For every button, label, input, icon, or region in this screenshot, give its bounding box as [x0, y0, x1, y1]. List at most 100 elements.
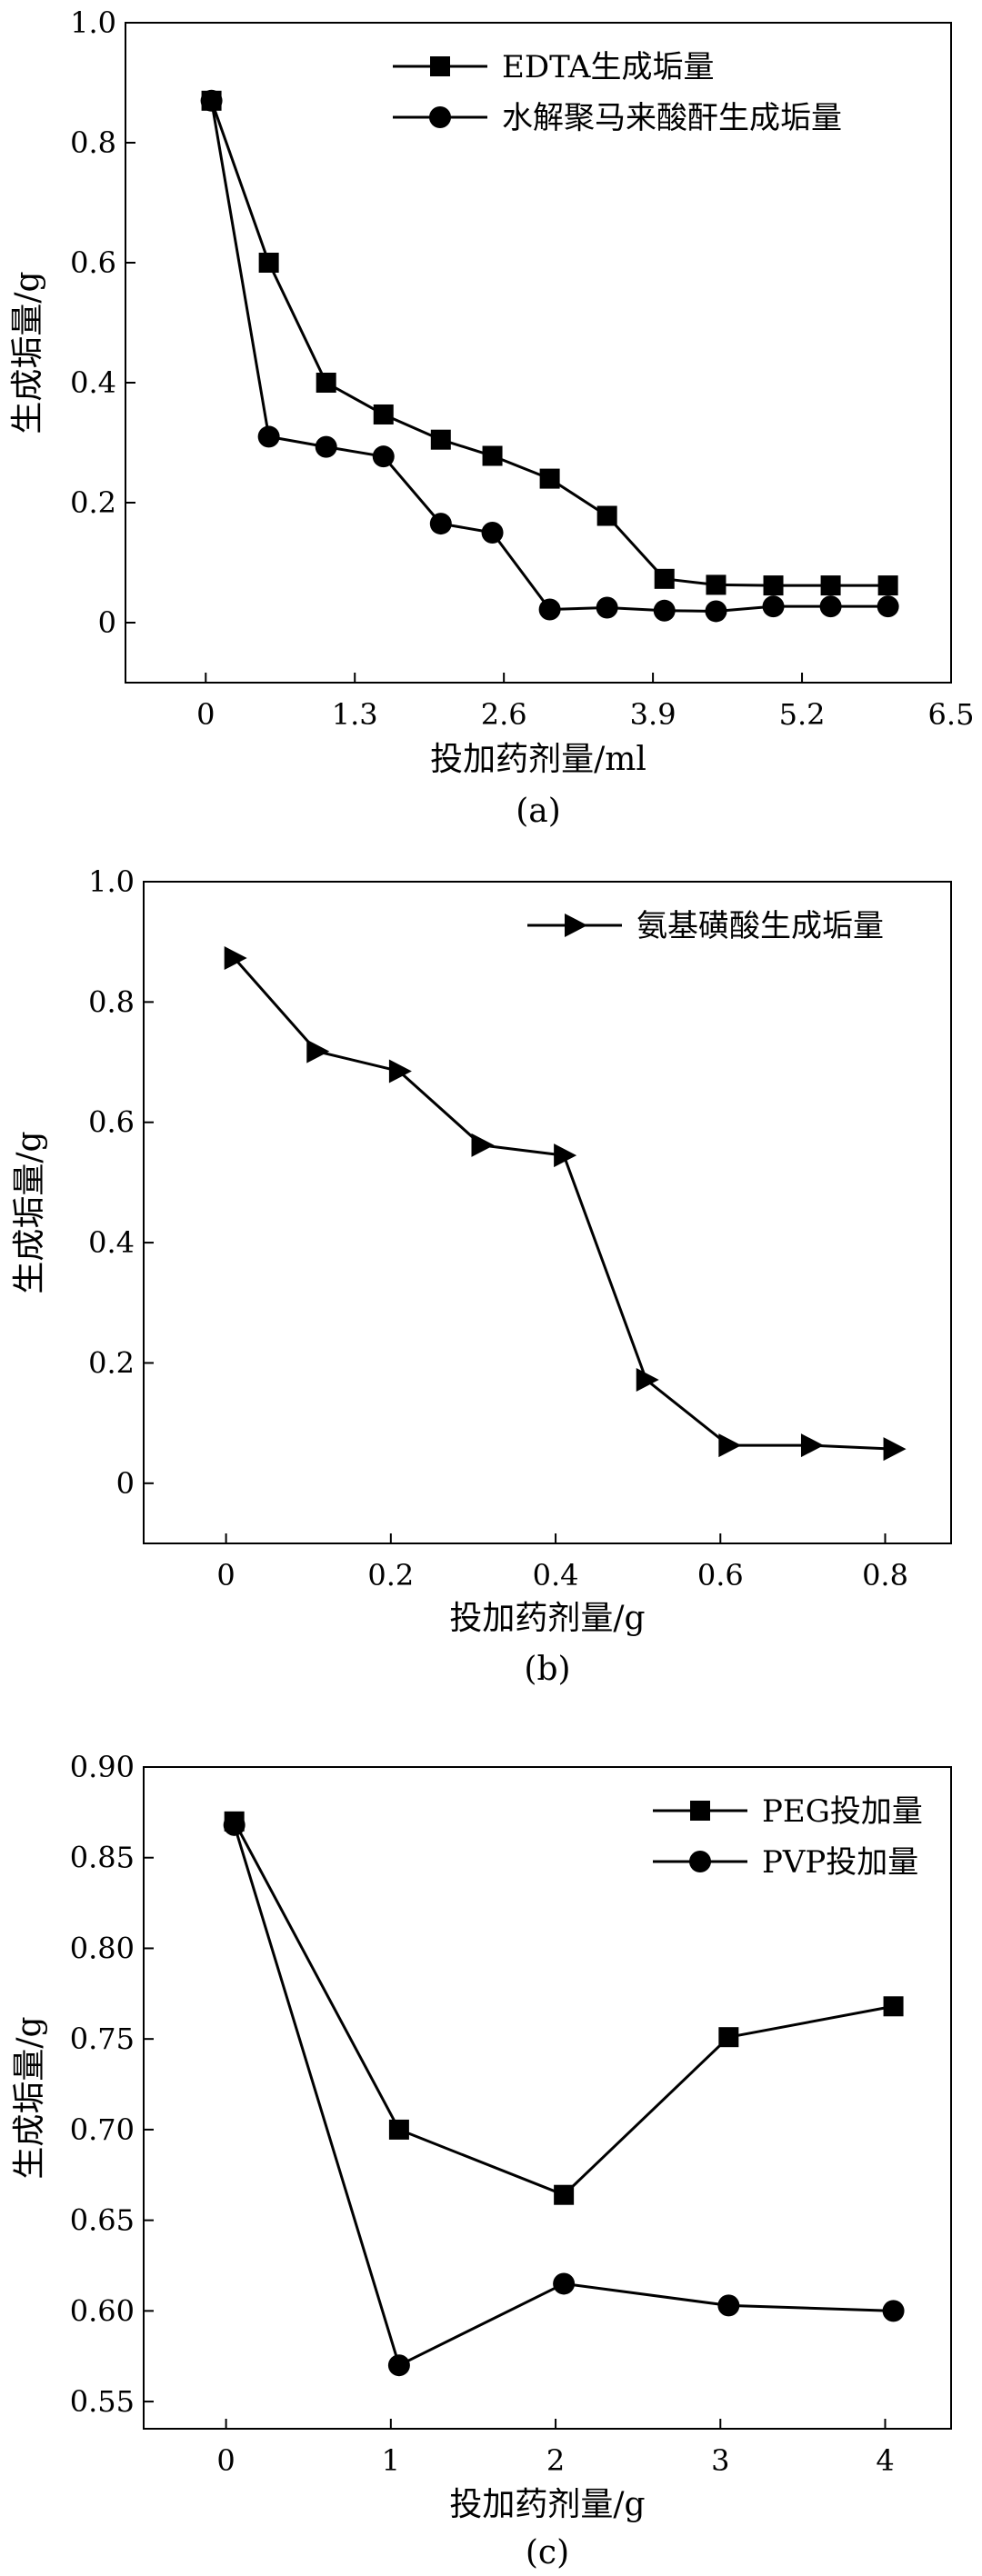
data-point — [429, 513, 452, 535]
panel-label: (b) — [524, 1651, 570, 1688]
y-axis-title: 生成垢量/g — [11, 2016, 48, 2179]
y-tick-label: 0.4 — [70, 365, 116, 400]
y-tick-label: 1.0 — [88, 864, 135, 899]
data-point — [883, 1437, 907, 1462]
data-point — [539, 468, 560, 489]
series-2 — [223, 1813, 905, 2377]
data-point — [654, 568, 675, 589]
data-point — [636, 1367, 659, 1392]
axes: 0.55 0.60 0.65 0.70 0.75 0.80 0.85 0.90 0 1 2 3 4 — [70, 1750, 895, 2478]
y-tick-label: 0 — [116, 1466, 135, 1501]
legend: 氨基磺酸生成垢量 — [527, 908, 884, 944]
y-tick-label: 0.8 — [70, 125, 116, 160]
series-2 — [200, 89, 899, 623]
x-axis-title: 投加药剂量/g — [449, 2486, 645, 2523]
y-tick-label: 0.55 — [70, 2384, 135, 2419]
y-tick-label: 0.6 — [70, 245, 116, 280]
y-tick-label: 0.90 — [70, 1750, 135, 1784]
data-point — [762, 595, 785, 618]
plot-frame — [125, 22, 952, 684]
data-point — [316, 373, 336, 393]
legend-label: 水解聚马来酸酐生成垢量 — [502, 100, 842, 136]
chart-panel-c: 0.55 0.60 0.65 0.70 0.75 0.80 0.85 0.90 0 1 2 3 4 PE… — [11, 1750, 952, 2571]
data-point — [800, 1433, 824, 1458]
y-axis-title: 生成垢量/g — [11, 1131, 48, 1293]
data-point — [388, 2119, 409, 2140]
data-point — [553, 2272, 576, 2295]
data-point — [223, 1813, 246, 1836]
data-point — [257, 425, 280, 448]
data-point — [877, 575, 898, 596]
x-tick-label: 2 — [546, 2443, 565, 2478]
x-tick-label: 0 — [196, 697, 215, 732]
x-tick-label: 2.6 — [481, 697, 527, 732]
y-tick-label: 0.85 — [70, 1841, 135, 1875]
axes: 0 0.2 0.4 0.6 0.8 1.0 0 0.2 0.4 0.6 0.8 — [88, 864, 908, 1593]
legend-marker — [565, 914, 587, 937]
y-tick-label: 0.2 — [88, 1345, 135, 1380]
axes: 0 0.2 0.4 0.6 0.8 1.0 0 1.3 2.6 3.9 5.2 6.5 — [70, 5, 974, 732]
y-tick-label: 0.80 — [70, 1931, 135, 1965]
data-point — [224, 946, 247, 971]
data-point — [653, 599, 676, 622]
x-tick-label: 1 — [382, 2443, 400, 2478]
data-point — [315, 435, 337, 458]
y-tick-label: 0.60 — [70, 2293, 135, 2328]
data-point — [471, 1133, 495, 1157]
y-tick-label: 0.4 — [88, 1225, 135, 1260]
x-tick-label: 5.2 — [779, 697, 826, 732]
legend-label: 氨基磺酸生成垢量 — [636, 908, 884, 944]
x-tick-label: 3 — [711, 2443, 729, 2478]
data-point — [482, 445, 503, 466]
data-point — [820, 575, 841, 596]
data-point — [554, 2184, 575, 2205]
x-axis-title: 投加药剂量/g — [449, 1600, 645, 1637]
data-point — [372, 445, 395, 468]
y-tick-label: 0.70 — [70, 2112, 135, 2147]
legend-label: PVP投加量 — [762, 1844, 918, 1881]
plot-frame — [143, 1766, 952, 2430]
legend: PEG投加量 PVP投加量 — [653, 1793, 923, 1881]
plot-frame — [143, 881, 952, 1544]
data-point — [596, 505, 617, 526]
data-point — [538, 598, 561, 621]
x-tick-label: 0.2 — [367, 1558, 414, 1593]
data-point — [387, 2354, 410, 2377]
data-point — [705, 600, 727, 623]
legend-label: EDTA生成垢量 — [502, 49, 714, 85]
data-point — [554, 1143, 577, 1168]
data-point — [717, 2294, 740, 2317]
data-point — [706, 574, 726, 595]
data-point — [306, 1039, 330, 1063]
data-point — [388, 1059, 412, 1083]
data-point — [481, 522, 504, 544]
x-tick-label: 0 — [216, 2443, 235, 2478]
x-tick-label: 0.4 — [533, 1558, 579, 1593]
data-point — [200, 89, 223, 112]
x-axis-title: 投加药剂量/ml — [430, 741, 646, 778]
y-axis-title: 生成垢量/g — [9, 271, 46, 434]
data-point — [718, 2027, 739, 2048]
data-point — [430, 429, 451, 450]
legend-marker — [690, 1801, 710, 1821]
data-point — [258, 253, 279, 273]
x-tick-label: 0.6 — [697, 1558, 744, 1593]
data-point — [718, 1433, 742, 1458]
data-point — [763, 575, 784, 596]
data-point — [373, 404, 394, 424]
series-group — [223, 1811, 905, 2377]
series-1 — [201, 90, 898, 596]
y-tick-label: 0.6 — [88, 1105, 135, 1140]
series-group — [224, 946, 907, 1462]
legend-marker — [689, 1851, 711, 1872]
data-point — [596, 596, 618, 619]
chart-panel-a: 0 0.2 0.4 0.6 0.8 1.0 0 1.3 2.6 3.9 5.2 6.5 EDTA生成垢… — [9, 5, 974, 830]
x-tick-label: 0 — [216, 1558, 235, 1593]
x-tick-label: 1.3 — [332, 697, 378, 732]
x-tick-label: 0.8 — [862, 1558, 908, 1593]
y-tick-label: 0 — [98, 605, 116, 640]
x-tick-label: 6.5 — [928, 697, 975, 732]
chart-panel-b: 0 0.2 0.4 0.6 0.8 1.0 0 0.2 0.4 0.6 0.8 氨基磺酸生成垢量 生… — [11, 864, 952, 1688]
